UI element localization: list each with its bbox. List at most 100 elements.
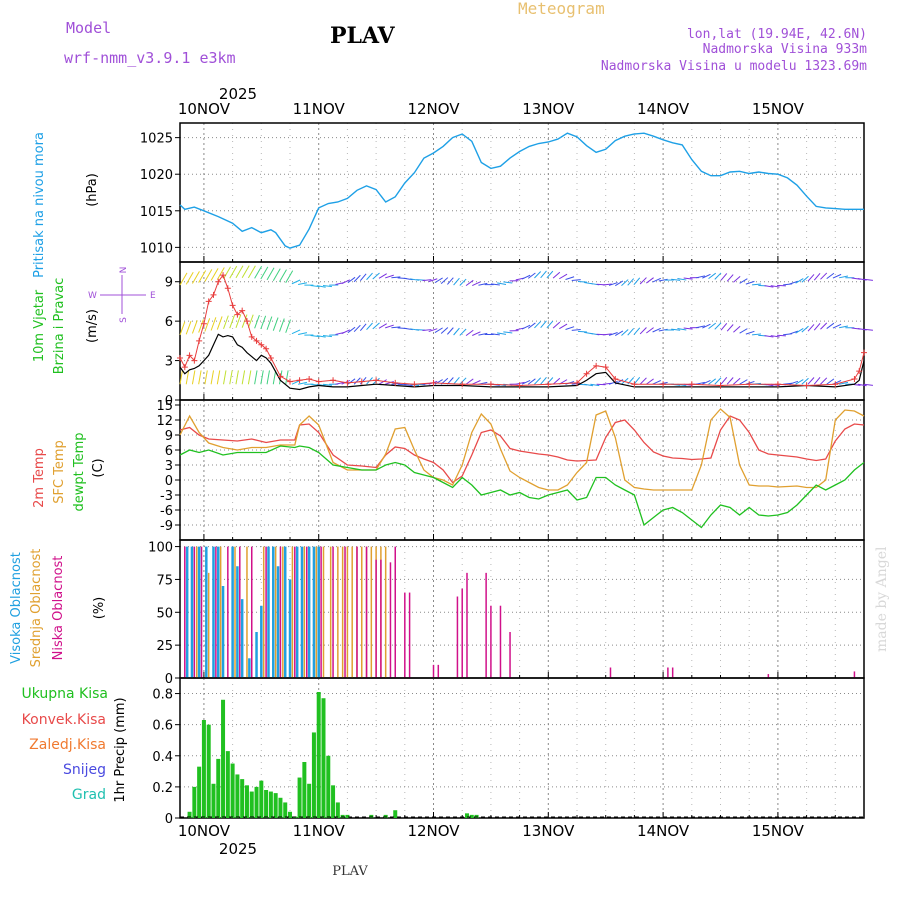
gust-marker [224, 285, 231, 292]
y-tick-label: 25 [156, 639, 173, 654]
wind-arrow [322, 334, 333, 338]
wind-arrow [559, 273, 568, 280]
wind-name1-label: 10m Vjetar [32, 289, 47, 362]
wind-arrow [241, 370, 246, 385]
meteogram-title: Meteogram [518, 0, 605, 18]
wind-arrow [391, 276, 401, 279]
wind-arrow [353, 324, 361, 333]
precip-bar [326, 755, 331, 818]
wind-arrow [571, 329, 581, 331]
wind-arrow [813, 322, 821, 331]
wind-arrow [633, 277, 641, 286]
wind-arrow [459, 278, 467, 286]
wind-arrow [820, 272, 828, 280]
wind-arrow [210, 268, 219, 281]
precip-bar [464, 813, 469, 818]
wind-arrow [497, 282, 507, 285]
t2m-label: 2m Temp [32, 448, 47, 508]
wind-arrow [832, 273, 842, 279]
wind-arrow [639, 277, 647, 285]
wind-arrow [633, 327, 641, 335]
wind-arrow [726, 274, 734, 282]
wind-arrow [266, 267, 275, 281]
wind-arrow [335, 381, 345, 385]
precip-bar [369, 814, 374, 818]
gust-marker [688, 381, 695, 388]
wind-arrow [198, 319, 204, 333]
wind-arrow [770, 335, 780, 338]
wind-arrow [359, 273, 367, 282]
wind-arrow [652, 327, 661, 333]
panel-frame [179, 261, 865, 401]
top-day-label: 11NOV [293, 100, 346, 118]
wind-arrow [378, 323, 387, 329]
y-tick-label: 0.2 [152, 781, 173, 796]
wind-arrow [272, 317, 279, 331]
gust-marker [296, 377, 303, 384]
gust-marker [430, 379, 437, 386]
gust-marker [234, 311, 241, 318]
wind-arrow [552, 271, 561, 279]
wind-arrow [428, 328, 438, 333]
precip-bar [297, 777, 302, 818]
wind-arrow [820, 322, 828, 330]
wind-arrow [702, 323, 711, 329]
wind-arrow [801, 377, 809, 385]
wind-arrow [559, 323, 568, 330]
wind-arrow [247, 314, 254, 329]
wind-arrow [696, 325, 706, 329]
wind-arrow [179, 272, 188, 286]
precip-bar [335, 802, 340, 818]
wind-arrow [646, 277, 654, 284]
wind-arrow [440, 327, 449, 334]
wind-arrow [807, 274, 815, 282]
precip-bar [259, 780, 264, 818]
top-day-label: 12NOV [407, 100, 460, 118]
precip-bar [383, 814, 388, 818]
wind-arrow [801, 325, 809, 333]
precip-snow-label: Snijeg [63, 762, 106, 778]
wind-arrow [577, 330, 587, 333]
wind-arrow [639, 377, 647, 385]
gust-marker [411, 381, 418, 388]
wind-arrow [322, 285, 333, 288]
compass-w: W [88, 291, 97, 301]
wind-arrow [546, 320, 554, 329]
wind-arrow [739, 278, 748, 284]
gust-marker [239, 307, 246, 314]
wind-arrow [503, 281, 513, 284]
wind-arrow [702, 273, 711, 279]
wind-arrow [584, 383, 594, 387]
wind-arrow [733, 377, 741, 385]
dewpt-line [179, 445, 865, 529]
precip-bar [244, 785, 249, 818]
wind-arrow [652, 277, 661, 283]
wind-arrow [453, 377, 460, 385]
wind-arrow [434, 327, 443, 334]
wind-arrow [192, 271, 200, 284]
wind-arrow [216, 267, 225, 280]
wind-arrow [608, 380, 618, 385]
gust-marker [191, 357, 198, 364]
wind-arrow [254, 314, 260, 329]
wind-arrow [515, 381, 525, 385]
gust-marker [248, 333, 255, 340]
y-tick-label: 9 [165, 276, 173, 291]
wind-arrow [285, 370, 289, 385]
gust-marker [181, 364, 188, 371]
y-tick-label: 1010 [140, 241, 173, 256]
wind-arrow [702, 379, 711, 385]
gust-marker [205, 298, 212, 305]
gust-marker [593, 362, 600, 369]
precip-bar [254, 786, 259, 818]
wind-arrow [310, 334, 320, 338]
wind-arrow [608, 332, 618, 336]
wind-arrow [639, 327, 647, 335]
wind-arrow [229, 314, 236, 329]
pressure-unit-label: (hPa) [85, 173, 100, 207]
wind-arrow [720, 323, 728, 331]
wind-arrow [826, 322, 835, 329]
wind-arrow [440, 277, 449, 284]
gust-marker [196, 337, 203, 344]
wind-arrow [621, 329, 629, 336]
